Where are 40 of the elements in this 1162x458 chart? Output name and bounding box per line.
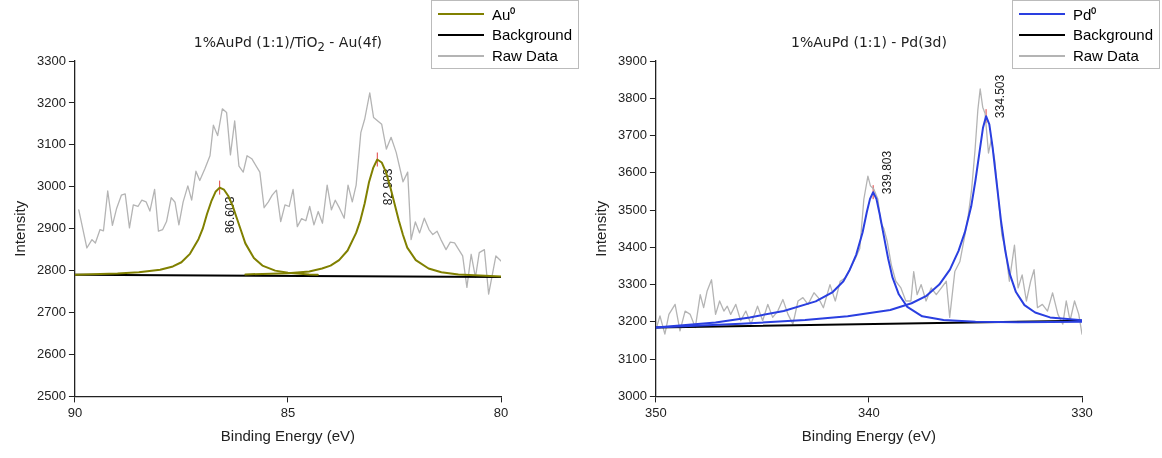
- y-tick-label: 2500: [37, 387, 66, 403]
- y-tick-label: 2700: [37, 304, 66, 320]
- y-axis-title: Intensity: [592, 200, 610, 257]
- y-tick-label: 3000: [618, 387, 647, 403]
- y-tick-label: 3900: [618, 52, 647, 68]
- y-axis-title: Intensity: [11, 200, 29, 257]
- legend-label: Pd⁰: [1072, 4, 1097, 24]
- x-axis-title: Binding Energy (eV): [220, 427, 356, 445]
- annotation: 339.803: [880, 150, 895, 195]
- legend-label: Au⁰: [491, 4, 516, 24]
- x-axis-title: Binding Energy (eV): [801, 427, 937, 445]
- y-tick-label: 3500: [618, 201, 647, 217]
- y-tick-label: 3400: [618, 238, 647, 254]
- y-tick-label: 3000: [37, 178, 66, 194]
- y-tick-label: 3300: [37, 52, 66, 68]
- y-tick-label: 3800: [618, 89, 647, 105]
- x-tick-label: 340: [858, 404, 880, 420]
- y-tick-label: 2800: [37, 262, 66, 278]
- y-tick-label: 2900: [37, 220, 66, 236]
- y-tick-label: 3100: [618, 350, 647, 366]
- x-tick-label: 80: [493, 404, 509, 420]
- y-tick-label: 3700: [618, 127, 647, 143]
- x-tick-label: 85: [280, 404, 296, 420]
- x-tick-label: 350: [645, 404, 667, 420]
- y-tick-label: 3300: [618, 276, 647, 292]
- y-tick-label: 2600: [37, 346, 66, 362]
- legend-label: Raw Data: [491, 47, 558, 64]
- legend-label: Background: [1072, 26, 1153, 43]
- annotation: 334.503: [993, 74, 1008, 119]
- chart-title: 1%AuPd (1:1)/TiO$_{2}$ - Au(4f): [193, 34, 383, 54]
- x-tick-label: 90: [67, 404, 83, 420]
- y-tick-label: 3100: [37, 136, 66, 152]
- legend-label: Raw Data: [1072, 47, 1139, 64]
- y-tick-label: 3600: [618, 164, 647, 180]
- x-tick-label: 330: [1071, 404, 1093, 420]
- annotation: 86.603: [222, 196, 237, 234]
- y-tick-label: 3200: [618, 313, 647, 329]
- y-tick-label: 3200: [37, 94, 66, 110]
- legend-label: Background: [491, 26, 572, 43]
- chart-title: 1%AuPd (1:1) - Pd(3d): [791, 34, 947, 50]
